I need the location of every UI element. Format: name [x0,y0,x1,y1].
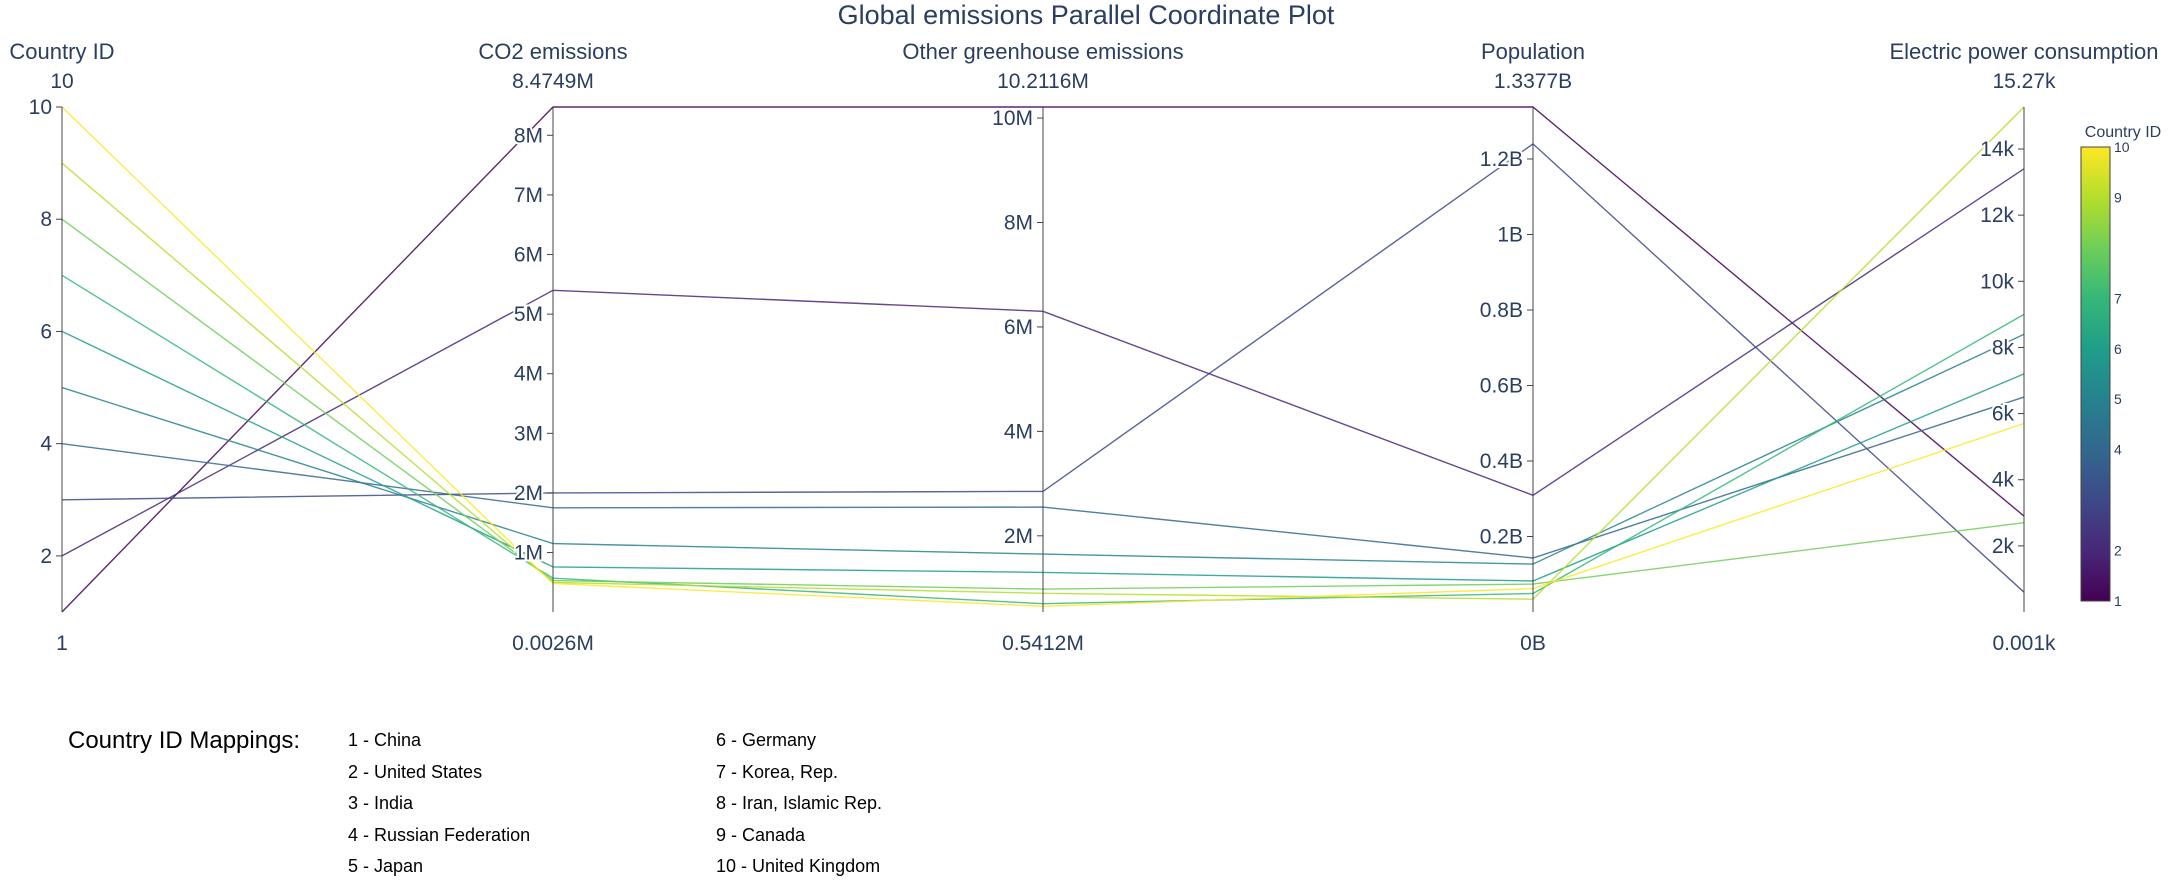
axis-label: Country ID [9,39,114,64]
colorbar-tick-label: 9 [2114,189,2122,205]
axis-tick-label: 6M [514,244,543,267]
axis-tick-label: 0.4B [1480,450,1523,473]
axis-label: Population [1481,39,1585,64]
axis-tick-label: 4M [514,363,543,386]
axis-tick-label: 8M [514,124,543,147]
axis-tick-label: 6k [1992,403,2015,426]
axis-co2[interactable]: CO2 emissions 8.4749M 0.0026M 1M 2M 3M 4M 5M 6M 7… [478,39,627,655]
mapping-item-10: 10 - United Kingdom [716,856,881,876]
axis-max-label: 8.4749M [512,70,594,93]
axis-tick-label: 10 [29,96,52,119]
axis-tick-label: 6 [40,320,52,343]
chart-title: Global emissions Parallel Coordinate Plo… [838,0,1335,30]
axis-min-label: 1 [56,632,68,655]
axis-tick-label: 10M [992,107,1033,130]
mapping-item-4: 4 - Russian Federation [348,824,531,845]
axis-max-label: 10 [50,70,73,93]
parallel-coordinates-chart: Global emissions Parallel Coordinate Plo… [9,0,2161,655]
colorbar: Country ID 1 2 4 5 6 7 9 10 [2080,124,2161,609]
mapping-item-6: 6 - Germany [716,730,817,750]
colorbar-title: Country ID [2085,124,2161,141]
colorbar-gradient [2080,146,2111,602]
axis-tick-label: 2k [1992,535,2015,558]
axis-country_id[interactable]: Country ID 10 1 2 4 6 8 10 [9,39,114,655]
axis-tick-label: 6M [1004,316,1033,339]
axis-tick-label: 2M [514,482,543,505]
mapping-title: Country ID Mappings: [68,727,301,754]
axis-max-label: 10.2116M [997,70,1089,93]
axis-tick-label: 0.8B [1480,299,1523,322]
axis-label: CO2 emissions [478,39,627,64]
mapping-column-1: 1 - China 2 - United States 3 - India 4 - R… [348,725,530,883]
mapping-item-7: 7 - Korea, Rep. [716,761,839,782]
axis-tick-label: 5M [514,303,543,326]
axis-tick-label: 1.2B [1480,148,1523,171]
mapping-item-9: 9 - Canada [716,824,806,845]
mapping-item-8: 8 - Iran, Islamic Rep. [716,793,883,813]
axis-other_ghg[interactable]: Other greenhouse emissions 10.2116M 0.5412… [902,39,1183,655]
axis-min-label: 0.0026M [512,632,594,655]
axis-min-label: 0.001k [1992,632,2056,655]
colorbar-tick-label: 7 [2114,290,2122,306]
axis-max-label: 15.27k [1992,70,2056,93]
axis-tick-label: 14k [1980,138,2014,161]
axis-tick-label: 7M [514,184,543,207]
mapping-column-2: 6 - Germany 7 - Korea, Rep. 8 - Iran, Isla… [716,725,882,883]
axis-tick-label: 1B [1497,223,1523,246]
axis-tick-label: 8 [40,208,52,231]
axis-tick-label: 4M [1004,420,1033,443]
mapping-item-3: 3 - India [348,793,414,813]
mapping-item-1: 1 - China [348,730,422,750]
colorbar-tick-label: 5 [2114,391,2122,407]
colorbar-tick-label: 2 [2114,543,2122,559]
mapping-item-5: 5 - Japan [348,856,424,876]
colorbar-tick-label: 1 [2114,593,2122,609]
axis-tick-label: 4 [40,433,52,456]
axis-tick-label: 4k [1992,469,2015,492]
axis-tick-label: 1M [514,542,543,565]
axis-population[interactable]: Population 1.3377B 0B 0.2B 0.4B 0.6B 0.8B 1B 1.2… [1478,39,1585,655]
colorbar-tick-label: 6 [2114,341,2122,357]
axis-tick-label: 3M [514,422,543,445]
colorbar-tick-label: 4 [2114,442,2122,458]
axis-tick-label: 0.2B [1480,525,1523,548]
mapping-item-2: 2 - United States [348,761,483,782]
axis-max-label: 1.3377B [1494,70,1572,93]
axis-electric[interactable]: Electric power consumption 15.27k 0.001k 2k… [1889,39,2158,655]
axis-tick-label: 8k [1992,336,2015,359]
colorbar-tick-label: 10 [2114,139,2130,155]
axis-tick-label: 2M [1004,525,1033,548]
axis-tick-label: 10k [1980,270,2014,293]
axis-tick-label: 8M [1004,211,1033,234]
axis-tick-label: 2 [40,545,52,568]
axis-label: Electric power consumption [1889,39,2158,64]
axis-min-label: 0.5412M [1002,632,1084,655]
axis-label: Other greenhouse emissions [902,39,1183,64]
axis-tick-label: 0.6B [1480,374,1523,397]
axis-min-label: 0B [1520,632,1546,655]
axis-tick-label: 12k [1980,204,2014,227]
